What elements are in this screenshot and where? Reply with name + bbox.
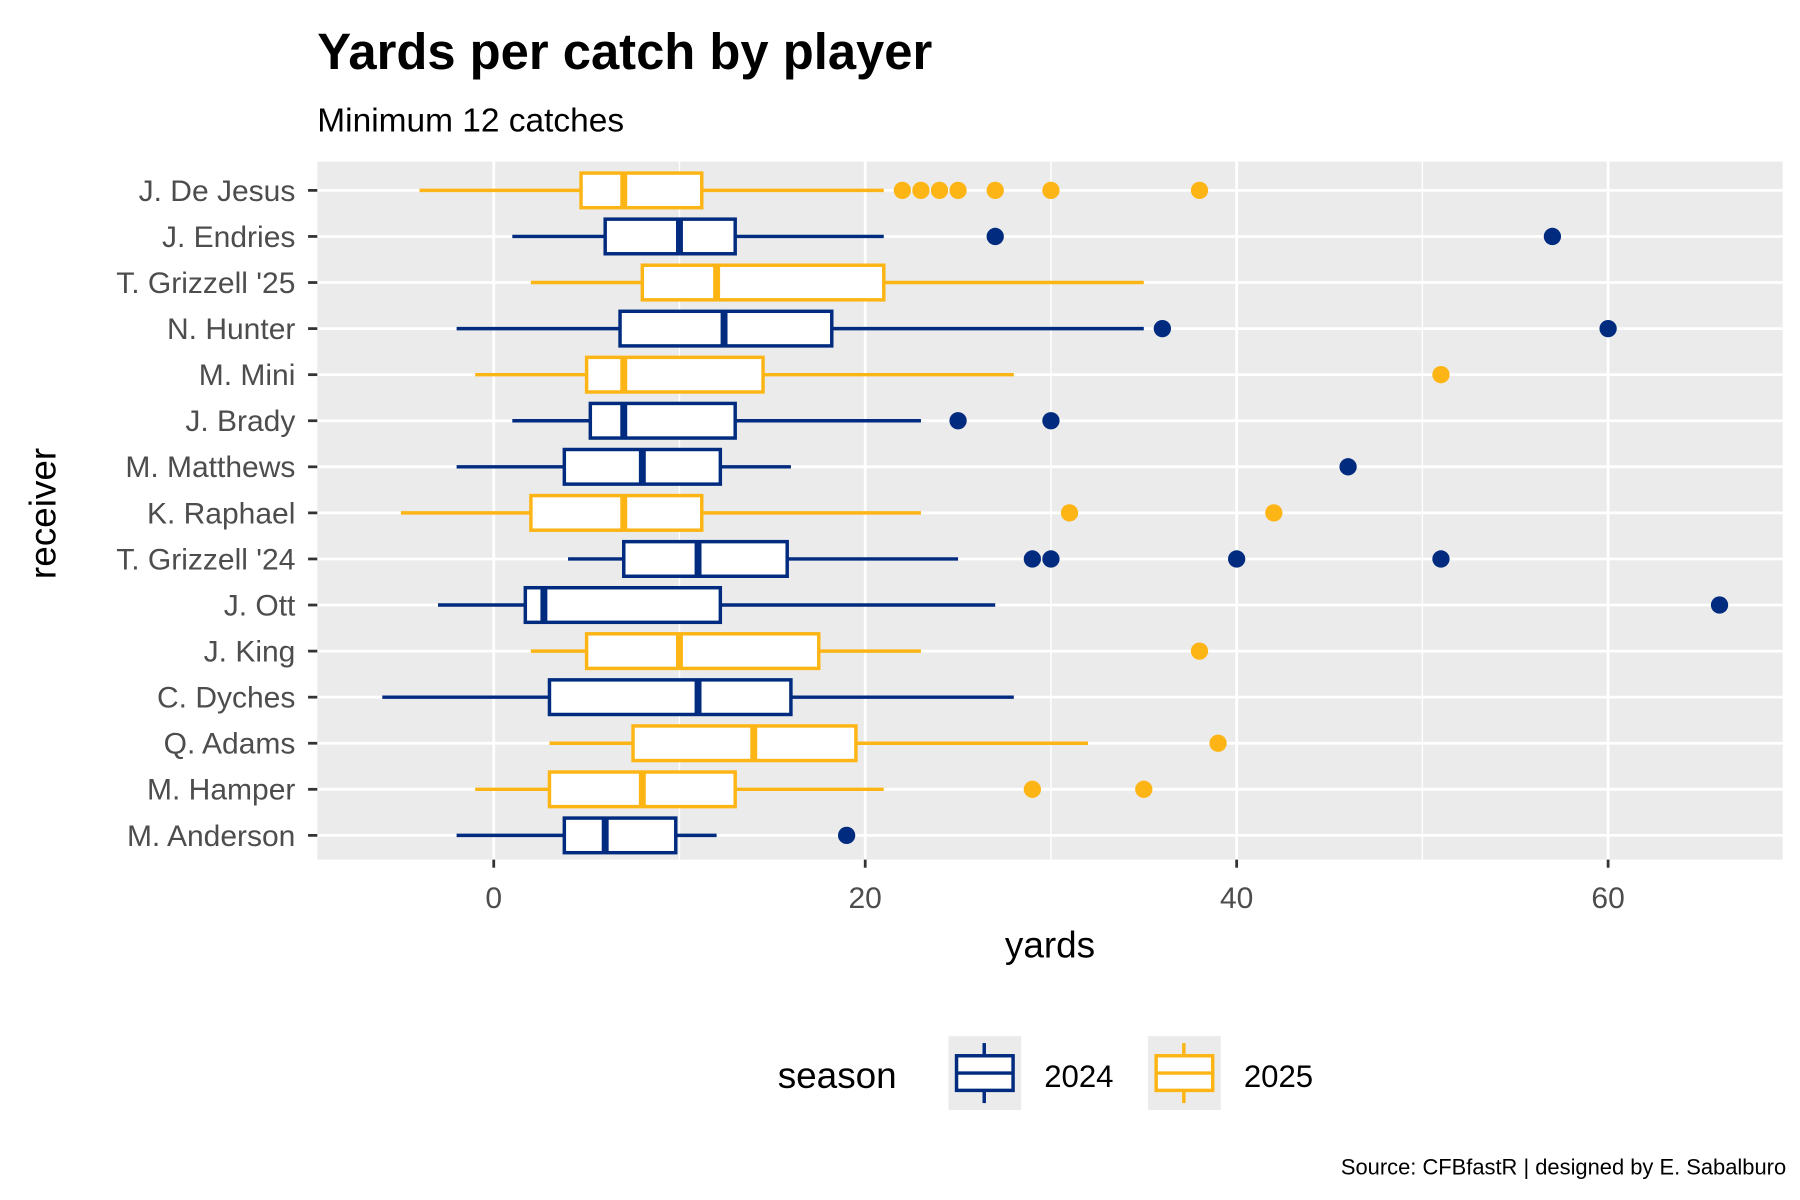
x-tick-label: 20	[849, 882, 882, 915]
y-axis: J. De Jesus J. Endries T. Grizzell '25 N. H…	[116, 175, 318, 853]
outlier-point	[986, 227, 1004, 246]
chart-title: Yards per catch by player	[317, 23, 932, 80]
y-tick-label: J. Endries	[162, 221, 295, 254]
box-j-de-jesus	[419, 171, 1209, 210]
y-tick-label: M. Mini	[199, 359, 296, 392]
box-iqr	[584, 355, 765, 394]
box-iqr	[588, 401, 737, 440]
outlier-point	[893, 181, 912, 200]
legend: season 2024 2025	[778, 1036, 1313, 1110]
x-tick-label: 40	[1220, 882, 1253, 915]
y-tick-label: J. King	[204, 635, 296, 668]
y-tick-label: K. Raphael	[147, 497, 295, 530]
box-iqr	[579, 171, 704, 210]
outlier-point	[837, 826, 856, 845]
legend-title: season	[778, 1055, 897, 1096]
y-axis-title: receiver	[22, 448, 63, 579]
outlier-point	[1023, 780, 1042, 798]
outlier-point	[1060, 504, 1079, 522]
outlier-point	[1432, 366, 1450, 384]
box-iqr	[523, 585, 723, 625]
outlier-point	[1543, 227, 1562, 246]
box-t-grizzell-24	[568, 539, 1450, 578]
box-iqr	[584, 632, 821, 671]
y-tick-label: J. Ott	[224, 589, 296, 622]
box-iqr	[622, 539, 789, 578]
box-c-dyches	[382, 678, 1014, 717]
outlier-point	[949, 181, 967, 200]
y-tick-label: N. Hunter	[167, 313, 295, 346]
outlier-point	[1265, 504, 1283, 522]
box-j-endries	[512, 217, 1562, 256]
chart-subtitle: Minimum 12 catches	[317, 103, 624, 140]
y-tick-label: J. De Jesus	[139, 175, 296, 208]
legend-item-2025: 2025	[1148, 1036, 1313, 1110]
box-n-hunter	[456, 309, 1617, 348]
y-tick-label: T. Grizzell '24	[116, 543, 295, 576]
legend-label: 2024	[1044, 1059, 1113, 1094]
outlier-point	[930, 181, 949, 200]
outlier-point	[1042, 412, 1060, 430]
legend-item-2024: 2024	[948, 1036, 1114, 1110]
box-j-king	[530, 632, 1209, 671]
x-tick-label: 60	[1591, 882, 1624, 915]
box-iqr	[640, 263, 886, 302]
outlier-point	[1710, 596, 1729, 614]
outlier-point	[912, 181, 930, 200]
box-m-matthews	[456, 447, 1357, 486]
box-m-mini	[475, 355, 1450, 394]
legend-label: 2025	[1244, 1059, 1313, 1094]
outlier-point	[1042, 181, 1060, 200]
outlier-point	[1190, 642, 1209, 660]
y-tick-label: J. Brady	[185, 405, 295, 438]
y-tick-label: M. Hamper	[147, 774, 295, 807]
outlier-point	[1432, 550, 1450, 568]
outlier-point	[949, 412, 967, 430]
x-axis: 0 20 40 60	[485, 859, 1625, 915]
y-tick-label: Q. Adams	[164, 728, 296, 761]
outlier-point	[1190, 181, 1209, 200]
outlier-point	[1042, 550, 1060, 568]
outlier-point	[1228, 550, 1246, 568]
outlier-point	[1023, 550, 1042, 568]
boxes	[382, 171, 1729, 855]
box-iqr	[603, 217, 737, 256]
x-axis-title: yards	[1005, 925, 1095, 966]
outlier-point	[986, 181, 1004, 200]
box-iqr	[562, 816, 678, 855]
box-iqr	[631, 724, 858, 763]
outlier-point	[1339, 458, 1357, 476]
y-tick-label: M. Anderson	[127, 820, 295, 853]
outlier-point	[1209, 734, 1227, 752]
box-m-anderson	[456, 816, 856, 855]
outlier-point	[1135, 780, 1153, 798]
box-t-grizzell-25	[530, 263, 1144, 302]
box-m-hamper	[475, 770, 1153, 809]
x-tick-label: 0	[485, 882, 502, 915]
outlier-point	[1599, 319, 1617, 338]
outlier-point	[1153, 319, 1172, 338]
box-j-brady	[512, 401, 1060, 440]
box-iqr	[529, 493, 704, 532]
box-k-raphael	[400, 493, 1283, 532]
box-q-adams	[549, 724, 1227, 763]
y-tick-label: T. Grizzell '25	[116, 267, 295, 300]
caption: Source: CFBfastR | designed by E. Sabalb…	[1341, 1155, 1786, 1180]
y-tick-label: C. Dyches	[157, 682, 295, 715]
y-tick-label: M. Matthews	[125, 451, 295, 484]
box-j-ott	[438, 585, 1729, 625]
box-iqr	[547, 678, 793, 717]
